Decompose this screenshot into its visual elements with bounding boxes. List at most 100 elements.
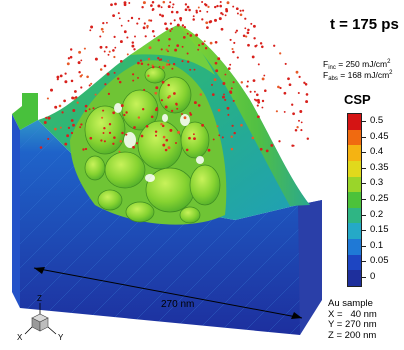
slab-right-face: [298, 200, 322, 335]
ejected-atom: [214, 61, 218, 65]
ejected-atom: [227, 113, 230, 116]
axis-triad: [24, 303, 57, 335]
ejected-atom: [154, 130, 158, 133]
ejected-atom: [78, 70, 81, 74]
ejected-atom: [141, 5, 144, 9]
ejected-atom: [277, 85, 280, 89]
ejected-atom: [151, 1, 155, 4]
ejected-atom: [236, 12, 239, 15]
ejected-atom: [47, 116, 51, 120]
ejected-atom: [181, 24, 185, 27]
ejected-atom: [279, 52, 282, 55]
ejected-atom: [136, 22, 139, 25]
ejected-atom: [63, 99, 66, 103]
ejected-atom: [224, 14, 227, 17]
ejected-atom: [126, 53, 129, 56]
ejected-atom: [126, 36, 129, 39]
ejected-atom: [64, 72, 67, 75]
dome-right-slope: [178, 25, 310, 206]
ejected-atom: [94, 57, 98, 61]
ejected-atom: [207, 148, 211, 152]
ejected-atom: [123, 113, 126, 117]
ejected-atom: [142, 1, 146, 5]
ejected-atom: [150, 4, 153, 7]
ejected-atom: [229, 90, 233, 94]
ejected-atom: [169, 1, 172, 4]
ejected-atom: [195, 11, 198, 14]
ejected-atom: [305, 93, 309, 96]
ejected-atom: [160, 48, 163, 51]
ejected-atom: [161, 80, 165, 84]
ejected-atom: [242, 34, 246, 38]
ejected-atom: [240, 81, 244, 84]
ejected-atom: [64, 80, 68, 84]
dislocation-lines: [20, 120, 322, 335]
colorbar-band: [348, 160, 361, 178]
ejected-atom: [181, 113, 183, 115]
ejected-atom: [218, 134, 221, 137]
dimension-label: 270 nm: [161, 299, 195, 310]
ejected-atom: [246, 31, 250, 35]
colorbar-tick-label: 0.5: [370, 115, 384, 126]
ejected-atom: [201, 123, 205, 127]
sample-title: Au sample: [328, 298, 373, 309]
ejected-atom: [306, 137, 310, 140]
colorbar-tick: [362, 152, 366, 154]
colorbar-band: [348, 129, 361, 146]
ejected-atom: [192, 133, 195, 136]
ejected-atom: [235, 7, 239, 11]
ejected-atom: [61, 111, 64, 114]
ejected-atom: [143, 22, 146, 25]
ejected-atom: [94, 93, 97, 96]
ejected-atom: [72, 109, 76, 112]
ejected-atom: [151, 8, 154, 12]
ejected-atom: [59, 74, 63, 78]
ejected-atom: [201, 18, 204, 21]
ejected-atom: [127, 19, 130, 22]
ejected-atom: [78, 50, 82, 54]
ejected-atom: [188, 136, 191, 140]
ejected-atom: [168, 37, 171, 41]
ejected-atom: [183, 25, 187, 29]
colorbar-tick: [362, 214, 366, 216]
ejected-atom: [159, 13, 162, 16]
ejected-atom: [90, 25, 94, 29]
ejected-atom: [300, 129, 303, 132]
ejected-atom: [105, 46, 108, 49]
ejected-atom: [206, 10, 209, 13]
ejected-atom: [140, 134, 144, 138]
ejected-atom: [131, 73, 135, 76]
colorbar-band: [348, 176, 361, 193]
ejected-atom: [227, 67, 231, 70]
ejected-atom: [80, 59, 83, 62]
ejected-atom: [236, 56, 239, 59]
ejected-atom: [114, 2, 117, 6]
axis-label-z: Z: [37, 294, 42, 303]
ejected-atom: [72, 123, 75, 127]
ejected-atom: [216, 4, 219, 8]
ejected-atom: [232, 50, 235, 54]
ejected-atom: [167, 5, 171, 9]
ejected-atom: [199, 93, 203, 96]
ejected-atom: [222, 82, 226, 85]
ejected-atom: [175, 103, 178, 106]
ejected-atom: [132, 145, 135, 149]
ejected-atom: [148, 46, 152, 50]
ejected-atom: [246, 85, 249, 88]
ejected-atom: [305, 100, 309, 104]
ejected-atom: [246, 80, 249, 83]
ejected-atom: [128, 2, 131, 4]
ejected-atom: [164, 22, 167, 26]
ejected-atom: [121, 131, 124, 135]
ejected-atom: [106, 72, 110, 76]
ejected-atom: [171, 67, 174, 70]
ejected-atom: [43, 121, 47, 124]
ejected-atom: [146, 24, 149, 28]
ejected-atom: [123, 3, 127, 7]
ejected-atom: [45, 116, 48, 119]
void-holes: [114, 103, 204, 182]
ejected-atom: [123, 1, 127, 5]
ejected-atom: [89, 29, 92, 32]
colorbar-band: [348, 254, 361, 271]
ejected-atom: [211, 93, 215, 96]
